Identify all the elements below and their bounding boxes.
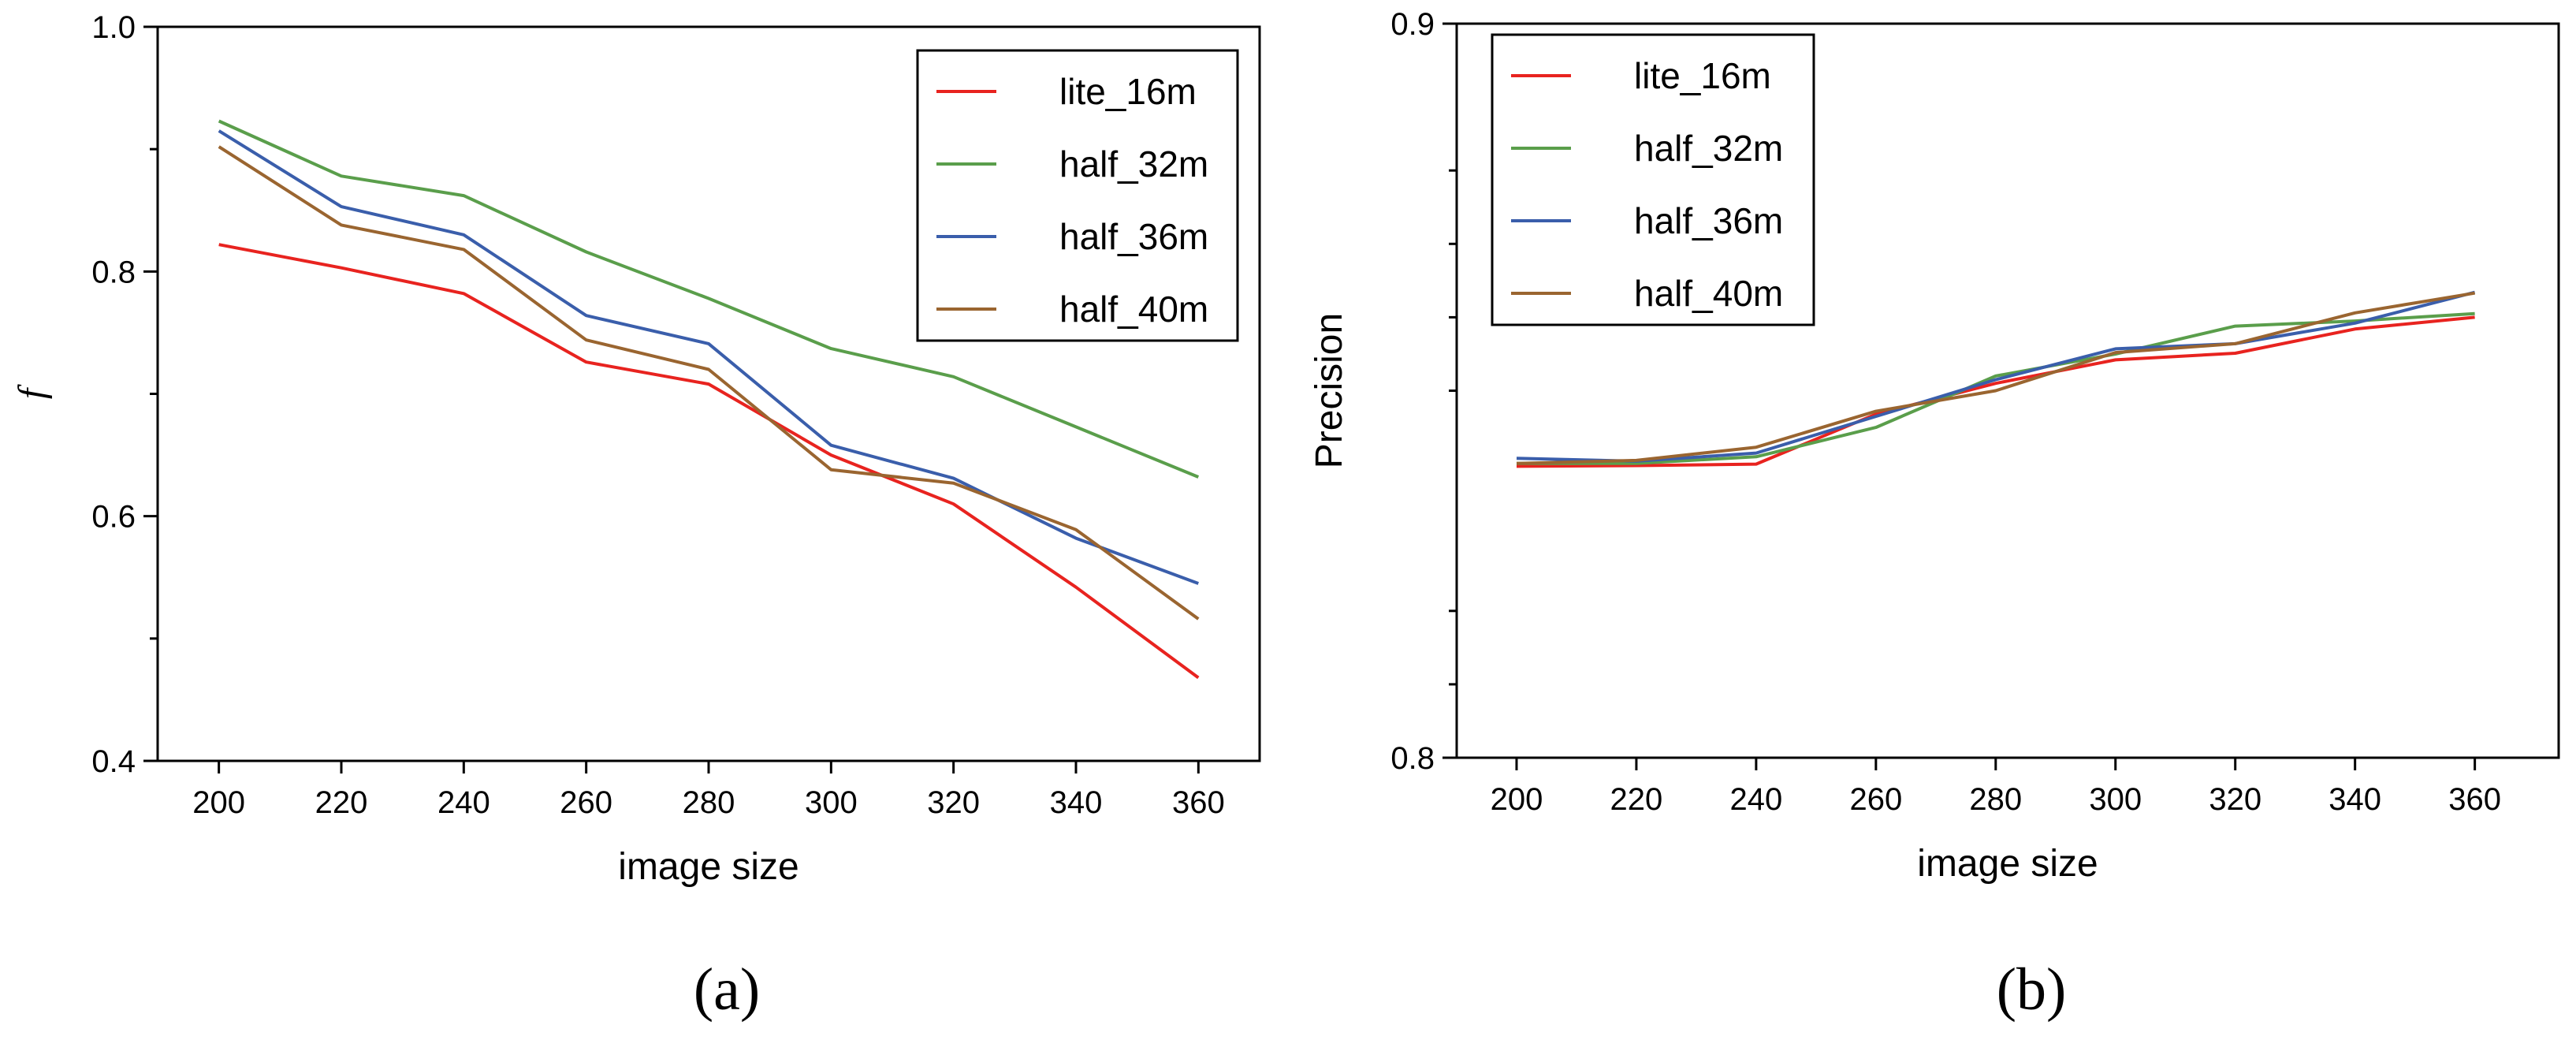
y-tick-label: 0.4 <box>91 744 136 779</box>
panel-caption: (b) <box>1997 956 2067 1023</box>
legend-label: half_32m <box>1059 144 1208 185</box>
chart-panel-b: 200 220 240 260 280 300 320 340 360 0.8 0.9 image s… <box>1308 7 2560 1023</box>
legend-box <box>916 49 1239 342</box>
x-axis-label: image size <box>1917 843 2098 885</box>
legend-label: half_36m <box>1059 216 1208 257</box>
legend-label: lite_16m <box>1634 55 1771 96</box>
x-tick-label: 240 <box>437 785 490 820</box>
x-tick-label: 260 <box>1849 782 1902 817</box>
x-tick-label: 220 <box>315 785 368 820</box>
legend-label: lite_16m <box>1059 71 1197 112</box>
series-line-lite_16m <box>1516 315 2475 468</box>
x-tick-label: 300 <box>2089 782 2142 817</box>
x-tick-label: 280 <box>1969 782 2022 817</box>
x-tick-label: 280 <box>683 785 735 820</box>
y-axis-label: f <box>11 384 53 399</box>
x-tick-label: 340 <box>2328 782 2381 817</box>
x-tick-label: 200 <box>192 785 245 820</box>
y-tick-label: 0.9 <box>1390 7 1435 42</box>
x-tick-label: 200 <box>1491 782 1543 817</box>
legend-label: half_36m <box>1634 200 1783 241</box>
series-line-half_32m <box>1517 311 2475 465</box>
series-line-half_40m <box>1516 291 2475 465</box>
x-tick-label: 360 <box>1172 785 1225 820</box>
x-tick-label: 220 <box>1610 782 1663 817</box>
series-line-half_36m <box>218 129 1199 585</box>
x-tick-label: 340 <box>1050 785 1103 820</box>
x-tick-label: 240 <box>1730 782 1783 817</box>
x-tick-label: 360 <box>2448 782 2501 817</box>
series-line-lite_16m <box>218 243 1200 680</box>
x-axis-label: image size <box>618 846 798 888</box>
y-tick-label: 0.8 <box>91 255 136 289</box>
legend-label: half_32m <box>1634 128 1783 169</box>
y-axis-label: Precision <box>1308 313 1350 468</box>
x-tick-label: 320 <box>927 785 980 820</box>
y-tick-label: 0.6 <box>91 500 136 535</box>
series-line-half_40m <box>218 145 1200 621</box>
panel-caption: (a) <box>694 956 760 1023</box>
x-tick-label: 320 <box>2209 782 2261 817</box>
y-tick-label: 1.0 <box>91 10 136 45</box>
legend-label: half_40m <box>1059 289 1208 330</box>
x-tick-label: 300 <box>805 785 858 820</box>
chart-panel-a: 200 220 240 260 280 300 320 340 360 0.4 0.6 0.8 1.0 i… <box>11 10 1261 1023</box>
legend-label: half_40m <box>1634 273 1783 314</box>
series-line-half_32m <box>218 119 1200 479</box>
legend-box <box>1491 33 1815 326</box>
y-tick-label: 0.8 <box>1390 741 1435 776</box>
x-tick-label: 260 <box>560 785 612 820</box>
series-line-half_36m <box>1516 290 2476 463</box>
